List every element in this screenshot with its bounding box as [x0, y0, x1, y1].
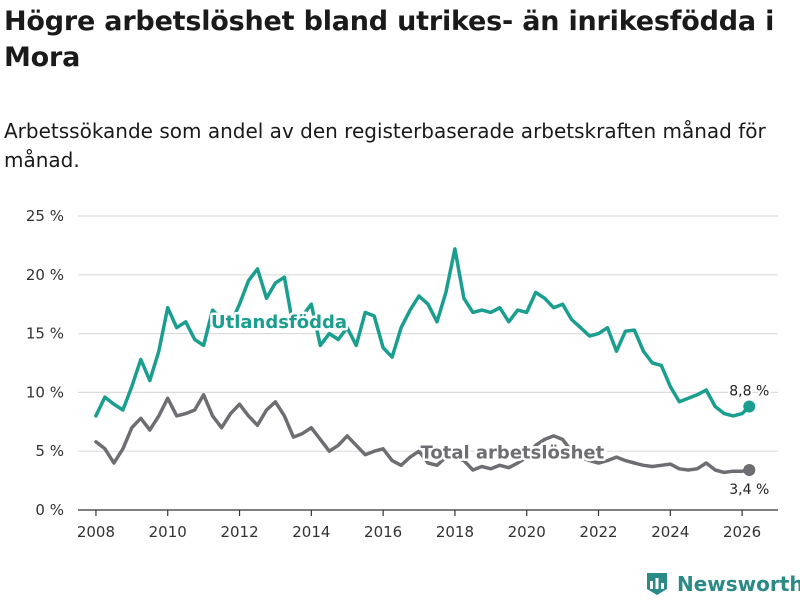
grid-lines: [78, 215, 778, 452]
x-axis: 2008 2010 2012 2014 2016 2018 2020 2022 2024 2026: [77, 509, 778, 541]
x-tick-label: 2018: [436, 523, 474, 541]
x-tick-label: 2024: [651, 523, 689, 541]
y-tick-label: 20 %: [26, 266, 64, 284]
y-axis: 0 % 5 % 10 % 15 % 20 % 25 %: [26, 207, 64, 519]
x-tick-label: 2016: [364, 523, 402, 541]
chart-subtitle: Arbetssökande som andel av den registerb…: [4, 119, 766, 172]
bar-chart-logo-icon: [647, 573, 667, 595]
series-labels: Utlandsfödda Total arbetslöshet 8,8 % 3,4 %: [208, 309, 771, 500]
x-tick-label: 2026: [723, 523, 761, 541]
x-tick-label: 2020: [508, 523, 546, 541]
y-tick-label: 10 %: [26, 383, 64, 401]
y-tick-label: 25 %: [26, 207, 64, 225]
end-value-label-total-arbetsloshet: 3,4 %: [729, 482, 769, 498]
series-label-total-arbetsloshet: Total arbetslöshet: [420, 442, 604, 463]
brand-logo: Newsworthy: [645, 570, 800, 598]
end-value-label-utlandsfodda: 8,8 %: [729, 384, 769, 400]
end-point-total-arbetsloshet: [743, 464, 756, 477]
x-tick-label: 2014: [292, 523, 330, 541]
x-tick-label: 2008: [77, 523, 115, 541]
y-tick-label: 5 %: [35, 442, 64, 460]
end-point-utlandsfodda: [743, 400, 756, 413]
chart-title: Högre arbetslöshet bland utrikes- än inr…: [4, 6, 775, 73]
x-tick-label: 2022: [579, 523, 617, 541]
series-line-total-arbetsloshet: [94, 393, 752, 475]
x-tick-label: 2010: [149, 523, 187, 541]
y-tick-label: 0 %: [35, 501, 64, 519]
brand-name: Newsworthy: [677, 572, 800, 596]
y-tick-label: 15 %: [26, 325, 64, 343]
series-lines: [94, 247, 756, 477]
series-label-utlandsfodda: Utlandsfödda: [211, 312, 347, 333]
x-tick-label: 2012: [220, 523, 258, 541]
series-line-utlandsfodda: [94, 247, 752, 418]
